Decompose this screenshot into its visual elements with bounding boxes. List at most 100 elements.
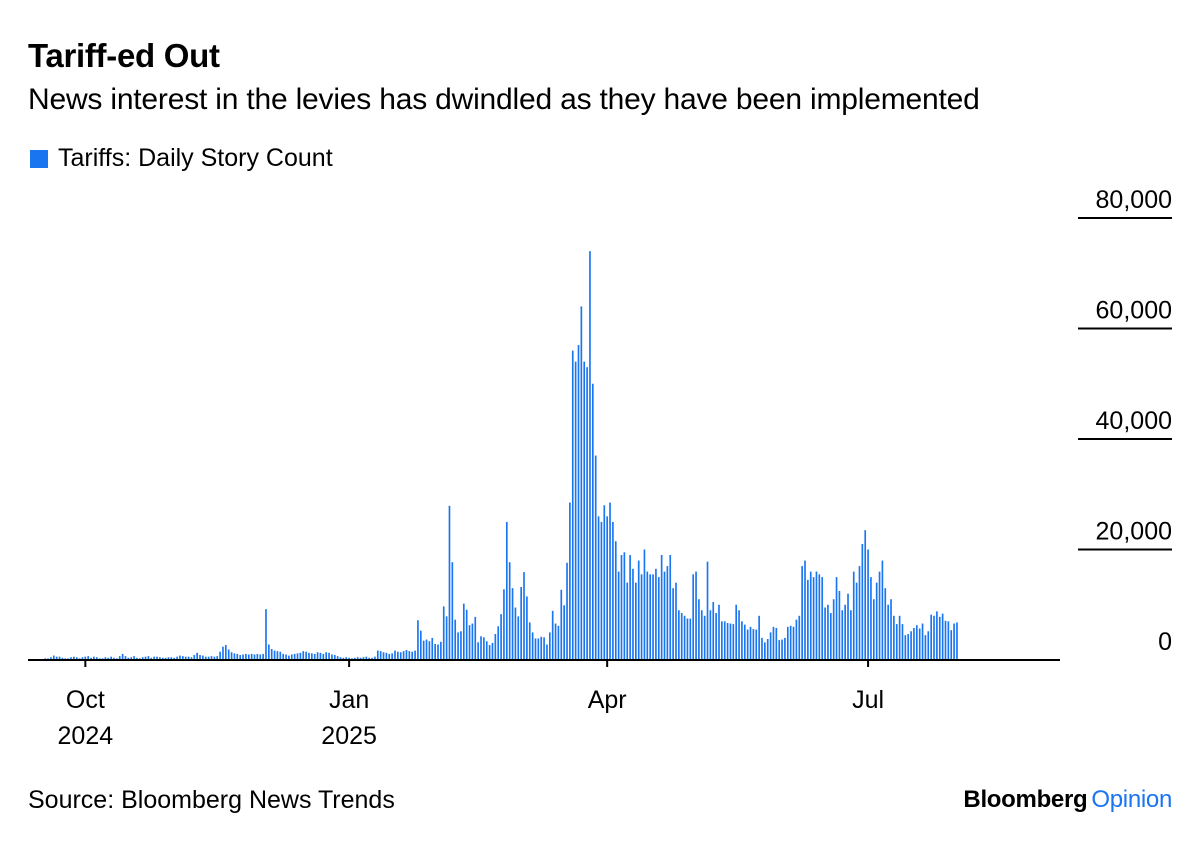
bar [118,656,121,660]
bar [164,657,167,660]
bar [299,652,302,660]
bar [494,634,497,660]
bar [766,639,769,660]
bar [302,651,305,660]
bar [319,652,322,660]
bar [61,657,64,660]
bar [898,615,901,660]
bar [698,599,700,660]
bar [603,505,606,660]
bar [121,653,124,660]
bar [824,607,826,660]
bar [110,656,112,660]
bar [385,652,388,660]
bar [425,639,428,660]
bar [204,656,207,660]
bar [153,656,155,660]
bar [772,626,775,660]
bar [741,621,743,660]
bar [635,582,637,660]
bar [617,571,620,660]
bar [130,657,133,660]
y-tick-label: 0 [1158,628,1172,656]
bar [422,640,425,660]
bar [818,574,821,660]
bar [288,655,290,660]
bar [597,516,600,660]
bar [703,615,706,660]
bar [786,626,789,660]
bar [738,610,740,660]
bar [245,653,247,660]
bar [936,611,938,660]
bar [574,361,577,660]
bar [219,651,221,660]
bar [497,626,500,660]
bar [712,601,715,660]
bar [133,656,135,660]
y-tick-label: 60,000 [1096,297,1172,325]
bar [709,610,712,660]
bar [273,650,276,660]
bar [144,656,147,660]
bar [359,657,362,660]
bar [170,657,173,660]
bar [434,643,436,660]
bar [176,656,178,660]
bar [293,653,296,660]
bar [207,656,210,660]
bar [947,621,950,660]
bar [927,631,930,660]
bar [276,651,279,660]
bar [161,657,164,660]
bar [804,560,806,660]
bar [339,657,342,660]
bar [847,593,849,660]
chart-subtitle: News interest in the levies has dwindled… [28,83,980,116]
x-tick-label: Oct [66,686,105,714]
bar [313,653,316,660]
bar [918,628,921,660]
bar [167,657,170,660]
bar [815,571,818,660]
bar [239,655,241,660]
bar [73,656,75,660]
bar [675,582,677,660]
x-tick-label: Apr [588,686,627,714]
chart-title: Tariff-ed Out [28,37,220,74]
bar [938,616,941,660]
bar [956,622,958,660]
bar [374,656,376,660]
bar [764,642,766,660]
bar [809,571,812,660]
bar [173,657,176,660]
bar [795,619,798,660]
bar [700,610,703,660]
bar [832,599,835,660]
bar [316,652,319,660]
bar [55,656,58,660]
bar [268,644,270,660]
bar [333,655,336,660]
bar [844,604,846,660]
bar [250,653,253,660]
bar [743,624,746,660]
bar [907,634,910,660]
bar [827,604,829,660]
bar [623,552,626,660]
bar [159,657,161,660]
bar [179,655,181,660]
bar [311,653,313,660]
bar [279,651,282,660]
bar [680,613,683,660]
bar [643,549,646,660]
bar [440,641,442,660]
bar [537,638,540,660]
bar [933,615,935,660]
bar [431,637,434,660]
bar [663,571,666,660]
bar [84,656,87,660]
bar [202,655,204,660]
bar [953,623,955,660]
bar [609,502,611,660]
